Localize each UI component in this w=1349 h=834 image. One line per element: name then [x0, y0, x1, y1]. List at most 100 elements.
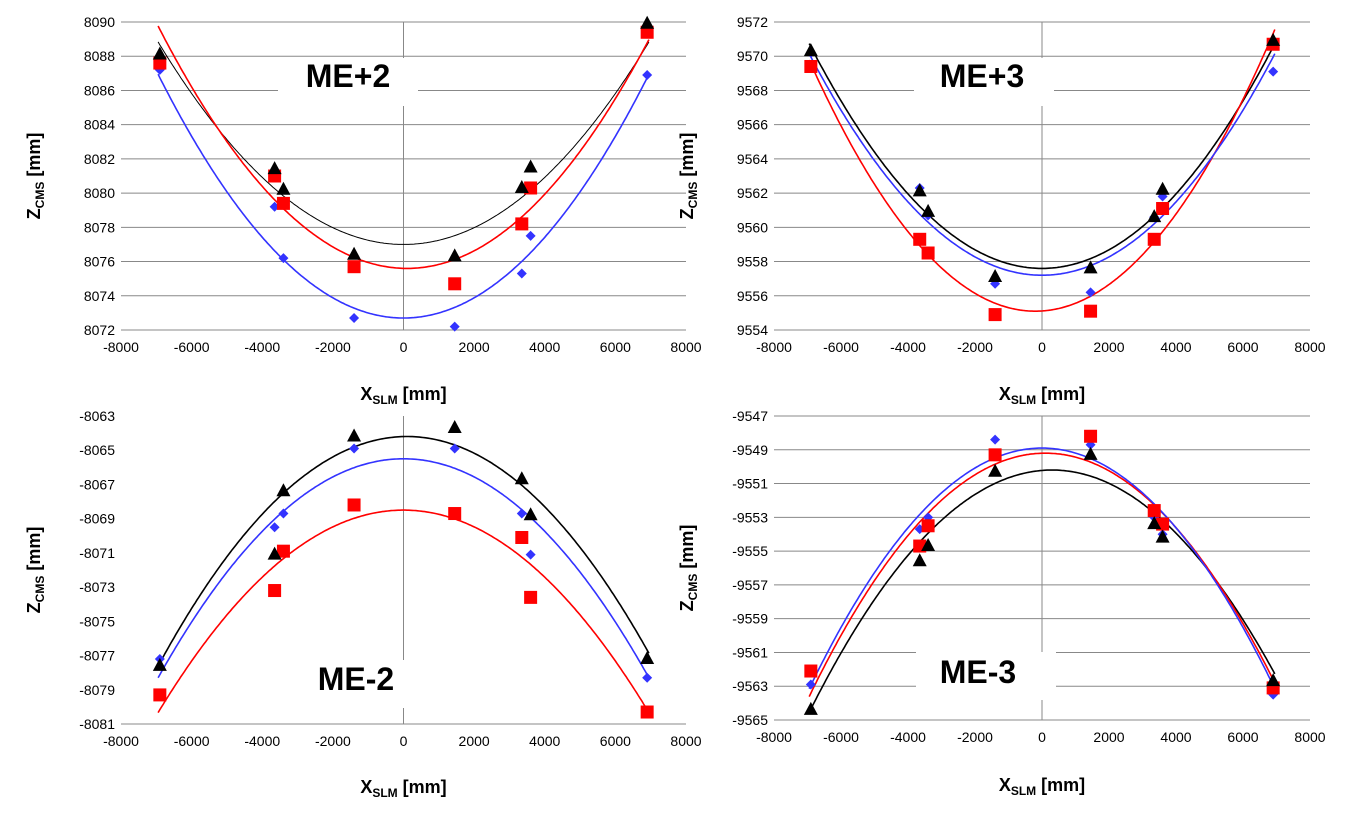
y-tick-label: -9549	[732, 442, 768, 458]
x-tick-label: -8000	[756, 729, 792, 745]
y-tick-label: -8079	[79, 682, 115, 698]
x-tick-label: -4000	[244, 339, 280, 355]
data-point-triangle	[803, 701, 818, 715]
data-point-square	[921, 246, 935, 260]
data-point-square	[804, 59, 818, 73]
chart-title: ME+3	[940, 58, 1024, 94]
y-tick-label: 8090	[84, 14, 115, 30]
data-point-square	[640, 25, 654, 39]
data-point-diamond	[449, 443, 460, 454]
fit-curve	[808, 469, 1276, 713]
data-point-triangle	[152, 46, 167, 60]
data-point-triangle	[1155, 529, 1170, 543]
chart-title: ME-2	[318, 661, 394, 697]
y-tick-label: 9568	[737, 82, 768, 98]
y-tick-label: 8076	[84, 254, 115, 270]
x-tick-label: -6000	[174, 339, 210, 355]
x-tick-label: 2000	[459, 733, 490, 749]
data-point-diamond	[1085, 287, 1096, 298]
title-background	[916, 652, 1056, 700]
data-point-square	[153, 688, 167, 702]
data-point-diamond	[805, 679, 816, 690]
data-point-square	[515, 217, 529, 231]
data-point-diamond	[516, 508, 527, 519]
data-point-triangle	[152, 657, 167, 671]
x-tick-label: 0	[400, 339, 408, 355]
data-point-square	[524, 590, 538, 604]
x-tick-label: -4000	[890, 339, 926, 355]
data-point-triangle	[514, 179, 529, 193]
y-tick-label: 9570	[737, 48, 768, 64]
x-tick-label: 2000	[1093, 339, 1124, 355]
y-tick-label: 9554	[737, 322, 768, 338]
data-point-square	[347, 260, 361, 274]
y-tick-label: 8072	[84, 322, 115, 338]
data-point-triangle	[921, 203, 936, 217]
y-tick-label: -8067	[79, 476, 115, 492]
data-point-triangle	[1266, 673, 1281, 687]
data-point-triangle	[988, 463, 1003, 477]
x-tick-label: 6000	[600, 733, 631, 749]
data-point-diamond	[449, 321, 460, 332]
data-point-triangle	[912, 183, 927, 197]
data-point-triangle	[267, 161, 282, 175]
x-tick-label: 4000	[529, 733, 560, 749]
x-tick-label: -2000	[315, 339, 351, 355]
x-tick-label: 6000	[600, 339, 631, 355]
data-point-triangle	[912, 553, 927, 567]
data-point-square	[1084, 304, 1098, 318]
data-point-diamond	[642, 70, 653, 81]
data-point-diamond	[349, 443, 360, 454]
data-point-diamond	[278, 253, 289, 264]
y-axis-label: ZCMS [mm]	[24, 527, 47, 614]
data-point-square	[913, 232, 927, 246]
fit-curve	[157, 41, 650, 245]
chart-title: ME+2	[306, 58, 390, 94]
data-point-diamond	[642, 672, 653, 683]
x-tick-label: 4000	[1160, 729, 1191, 745]
data-point-triangle	[514, 471, 529, 485]
x-axis-label: XSLM [mm]	[360, 384, 446, 407]
data-point-square	[1147, 232, 1161, 246]
fit-curve	[157, 25, 650, 270]
y-tick-label: -8065	[79, 442, 115, 458]
x-tick-label: 0	[1038, 729, 1046, 745]
data-point-square	[1156, 202, 1170, 216]
data-point-triangle	[267, 546, 282, 560]
y-tick-label: 9558	[737, 254, 768, 270]
y-tick-label: -9547	[732, 408, 768, 424]
data-point-square	[276, 196, 290, 210]
fit-curve	[808, 43, 1276, 270]
data-point-diamond	[1268, 66, 1279, 77]
fit-curve	[157, 435, 650, 667]
data-point-triangle	[640, 650, 655, 664]
data-point-square	[268, 584, 282, 598]
y-tick-label: 8074	[84, 288, 115, 304]
data-point-square	[988, 448, 1002, 462]
y-tick-label: -8081	[79, 716, 115, 732]
data-point-square	[347, 498, 361, 512]
chart-me-minus-2: -8063 -8065 -8067 -8069 -8071 -8073 -8075 -8077…	[24, 408, 702, 800]
y-tick-label: 8086	[84, 82, 115, 98]
x-tick-label: 8000	[1294, 729, 1325, 745]
data-point-diamond	[269, 522, 280, 533]
x-tick-label: 0	[400, 733, 408, 749]
x-tick-label: 0	[1038, 339, 1046, 355]
x-tick-label: -8000	[756, 339, 792, 355]
data-point-diamond	[516, 268, 527, 279]
x-tick-label: 4000	[1160, 339, 1191, 355]
x-tick-label: 8000	[670, 339, 701, 355]
y-tick-label: -8075	[79, 613, 115, 629]
y-axis-label: ZCMS [mm]	[677, 133, 700, 220]
y-tick-label: -8071	[79, 545, 115, 561]
x-tick-label: -8000	[103, 733, 139, 749]
data-point-diamond	[525, 230, 536, 241]
y-axis-label: ZCMS [mm]	[677, 525, 700, 612]
title-background	[914, 58, 1054, 106]
y-tick-label: 8088	[84, 48, 115, 64]
data-point-triangle	[803, 43, 818, 57]
fit-curve	[157, 509, 650, 714]
data-point-triangle	[640, 15, 655, 29]
y-tick-label: 9564	[737, 151, 768, 167]
